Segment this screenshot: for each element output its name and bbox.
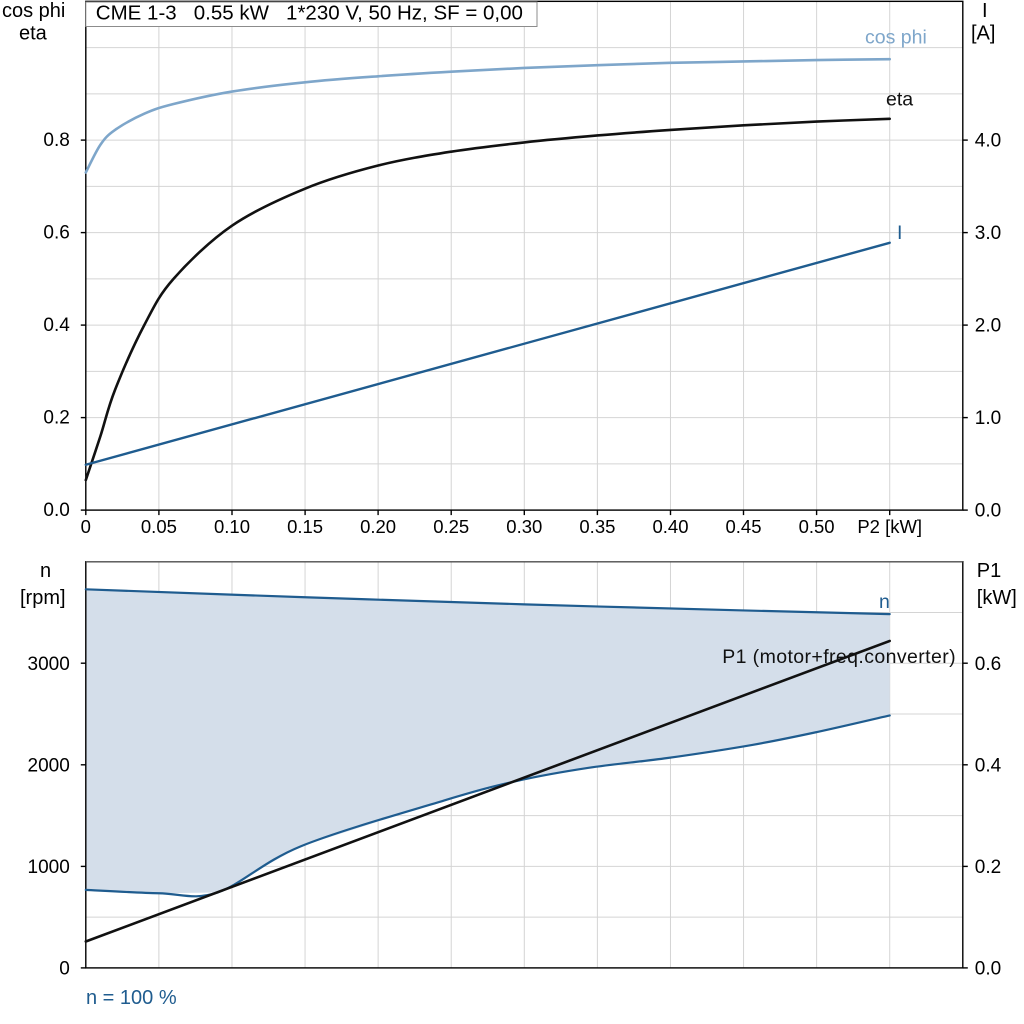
svg-text:0.4: 0.4	[43, 315, 70, 336]
svg-text:0.0: 0.0	[975, 958, 1001, 979]
svg-text:0.40: 0.40	[652, 516, 688, 537]
svg-text:[kW]: [kW]	[977, 587, 1017, 609]
svg-text:0.2: 0.2	[975, 857, 1001, 878]
svg-text:I: I	[982, 0, 988, 22]
svg-text:cos phi: cos phi	[865, 27, 927, 49]
svg-text:1000: 1000	[28, 857, 70, 878]
svg-text:3.0: 3.0	[975, 223, 1001, 244]
svg-text:0.15: 0.15	[287, 516, 323, 537]
svg-text:eta: eta	[19, 23, 48, 45]
svg-text:4.0: 4.0	[975, 131, 1001, 152]
svg-text:0.35: 0.35	[579, 516, 615, 537]
svg-text:n: n	[40, 560, 51, 582]
svg-text:CME 1-3 0.55 kW 1*230 V, 5: CME 1-3 0.55 kW 1*230 V, 50 Hz, SF = 0,0…	[96, 2, 523, 25]
svg-text:3000: 3000	[28, 654, 70, 675]
svg-text:0.4: 0.4	[975, 755, 1002, 776]
svg-text:P1: P1	[977, 560, 1001, 582]
svg-text:cos phi: cos phi	[2, 0, 65, 22]
svg-text:0: 0	[59, 958, 70, 979]
svg-text:0.20: 0.20	[360, 516, 396, 537]
svg-text:0.45: 0.45	[725, 516, 761, 537]
svg-text:0: 0	[81, 516, 91, 537]
svg-text:0.0: 0.0	[975, 501, 1001, 522]
svg-text:I: I	[897, 222, 902, 244]
svg-text:2.0: 2.0	[975, 316, 1001, 337]
svg-text:1.0: 1.0	[975, 408, 1001, 429]
svg-text:eta: eta	[886, 89, 913, 111]
svg-text:[rpm]: [rpm]	[20, 587, 66, 609]
svg-text:0.30: 0.30	[506, 516, 542, 537]
svg-text:0.05: 0.05	[141, 516, 177, 537]
svg-text:P1 (motor+freq.converter): P1 (motor+freq.converter)	[722, 646, 956, 668]
svg-text:0.6: 0.6	[43, 223, 69, 244]
svg-text:n = 100 %: n = 100 %	[86, 987, 177, 1009]
svg-text:0.50: 0.50	[799, 516, 835, 537]
svg-text:0.2: 0.2	[43, 408, 69, 429]
svg-text:P2 [kW]: P2 [kW]	[857, 516, 922, 537]
svg-text:0.25: 0.25	[433, 516, 469, 537]
svg-text:n: n	[879, 591, 890, 613]
svg-text:0.8: 0.8	[43, 130, 69, 151]
svg-text:0.10: 0.10	[214, 516, 250, 537]
svg-text:[A]: [A]	[971, 23, 995, 45]
svg-text:0.6: 0.6	[975, 654, 1001, 675]
svg-text:2000: 2000	[28, 755, 70, 776]
svg-text:0.0: 0.0	[43, 500, 69, 521]
